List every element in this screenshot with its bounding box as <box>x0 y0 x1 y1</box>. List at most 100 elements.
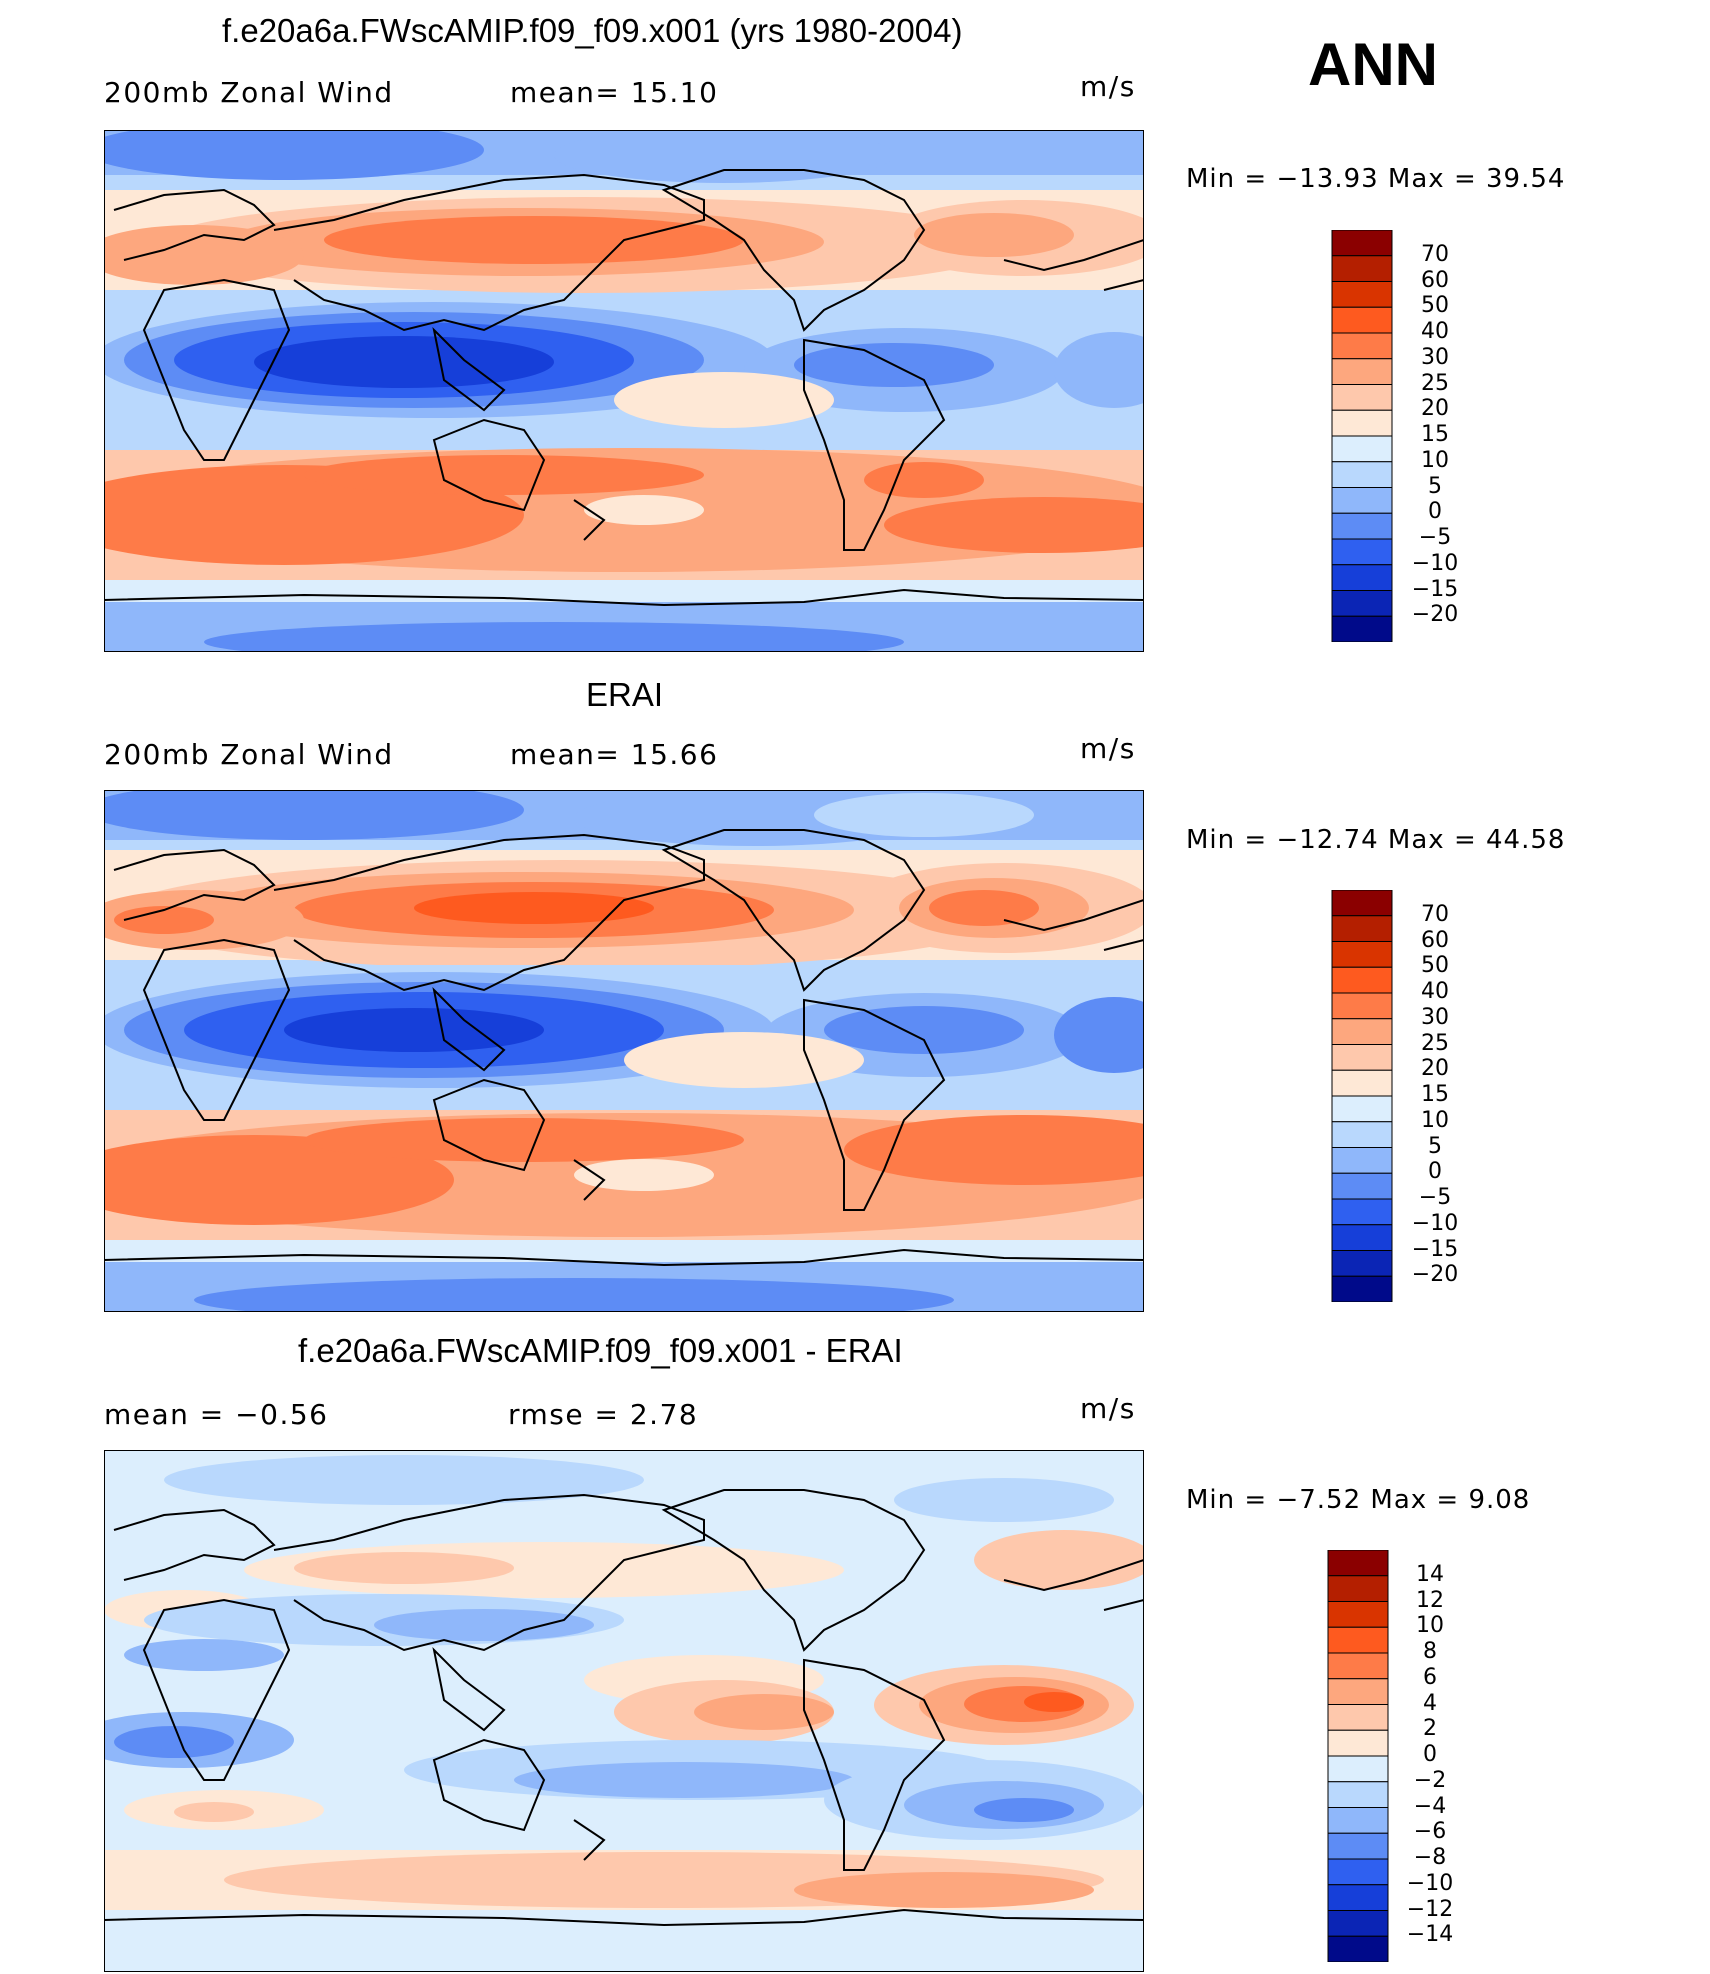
panel1-map <box>104 130 1144 652</box>
colorbar-swatch <box>1331 615 1393 642</box>
colorbar-tick-label: −5 <box>1418 1185 1452 1210</box>
panel3-colorbar <box>1327 1550 1389 1962</box>
colorbar-swatch <box>1331 281 1393 308</box>
colorbar-tick-label: 5 <box>1428 1133 1442 1159</box>
colorbar-tick-label: 8 <box>1423 1639 1437 1664</box>
colorbar-swatch <box>1327 1935 1389 1962</box>
colorbar-swatch <box>1331 435 1393 463</box>
colorbar-tick-label: 70 <box>1421 241 1449 267</box>
colorbar-swatch <box>1331 384 1393 411</box>
colorbar-tick-label: −10 <box>1411 1210 1459 1236</box>
panel3-units-label: m/s <box>1080 1392 1136 1425</box>
colorbar-tick-label: −6 <box>1413 1819 1447 1845</box>
colorbar-swatch <box>1327 1601 1389 1628</box>
colorbar-tick-label: 0 <box>1423 1742 1437 1767</box>
colorbar-swatch <box>1331 590 1393 617</box>
colorbar-swatch <box>1331 487 1393 514</box>
colorbar-swatch <box>1331 564 1393 591</box>
colorbar-tick-label: 20 <box>1421 1056 1449 1082</box>
colorbar-swatch <box>1327 1575 1389 1602</box>
colorbar-swatch <box>1327 1910 1389 1937</box>
panel1-title: f.e20a6a.FWscAMIP.f09_f09.x001 (yrs 1980… <box>222 12 963 49</box>
colorbar-tick-label: 60 <box>1421 927 1449 953</box>
colorbar-tick-label: 60 <box>1421 267 1449 293</box>
colorbar-swatch <box>1327 1781 1389 1808</box>
panel1-colorbar <box>1331 230 1393 642</box>
panel2-map <box>104 790 1144 1312</box>
colorbar-tick-label: 40 <box>1421 319 1449 344</box>
colorbar-swatch <box>1331 1121 1393 1148</box>
colorbar-tick-label: 25 <box>1421 370 1449 396</box>
colorbar-tick-label: 5 <box>1428 473 1442 499</box>
panel2-units-label: m/s <box>1080 732 1136 765</box>
colorbar-tick-label: 20 <box>1421 396 1449 422</box>
colorbar-tick-label: −20 <box>1411 1262 1459 1288</box>
colorbar-swatch <box>1327 1858 1389 1886</box>
panel2-title: ERAI <box>586 676 664 713</box>
colorbar-swatch <box>1331 915 1393 942</box>
colorbar-swatch <box>1327 1704 1389 1731</box>
colorbar-tick-label: 25 <box>1421 1030 1449 1056</box>
colorbar-tick-label: 14 <box>1416 1561 1444 1587</box>
panel1-minmax-label: Min = −13.93 Max = 39.54 <box>1186 164 1566 194</box>
colorbar-tick-label: 0 <box>1428 1159 1442 1185</box>
panel1-variable-label: 200mb Zonal Wind <box>104 76 394 109</box>
colorbar-swatch <box>1327 1832 1389 1860</box>
colorbar-swatch <box>1327 1550 1389 1577</box>
panel3-map <box>104 1450 1144 1972</box>
colorbar-swatch <box>1331 306 1393 334</box>
colorbar-swatch <box>1331 461 1393 488</box>
colorbar-swatch <box>1331 1095 1393 1123</box>
colorbar-tick-label: −4 <box>1413 1793 1447 1819</box>
panel3-rmse-label: rmse = 2.78 <box>508 1398 699 1431</box>
colorbar-tick-label: 50 <box>1421 953 1449 979</box>
colorbar-swatch <box>1331 538 1393 566</box>
colorbar-tick-label: 40 <box>1421 979 1449 1004</box>
panel2-mean-label: mean= 15.66 <box>510 738 719 771</box>
colorbar-tick-label: −10 <box>1406 1870 1454 1896</box>
panel3-title: f.e20a6a.FWscAMIP.f09_f09.x001 - ERAI <box>298 1332 903 1369</box>
panel1-mean-label: mean= 15.10 <box>510 76 719 109</box>
panel2-colorbar <box>1331 890 1393 1302</box>
colorbar-swatch <box>1331 1250 1393 1277</box>
colorbar-tick-label: 4 <box>1423 1690 1437 1716</box>
colorbar-tick-label: 10 <box>1416 1613 1444 1639</box>
colorbar-swatch <box>1331 890 1393 917</box>
colorbar-swatch <box>1331 1172 1393 1200</box>
colorbar-swatch <box>1331 966 1393 994</box>
colorbar-swatch <box>1331 1198 1393 1226</box>
panel3-minmax-label: Min = −7.52 Max = 9.08 <box>1186 1485 1531 1515</box>
panel2-variable-label: 200mb Zonal Wind <box>104 738 394 771</box>
colorbar-tick-label: 15 <box>1421 1082 1449 1107</box>
colorbar-swatch <box>1331 512 1393 540</box>
colorbar-tick-label: −15 <box>1411 576 1459 602</box>
colorbar-tick-label: 12 <box>1416 1587 1444 1613</box>
colorbar-swatch <box>1331 230 1393 257</box>
colorbar-tick-label: 30 <box>1421 1004 1449 1030</box>
colorbar-swatch <box>1327 1755 1389 1783</box>
panel3-mean-label: mean = −0.56 <box>104 1398 329 1431</box>
colorbar-tick-label: 10 <box>1421 1107 1449 1133</box>
colorbar-tick-label: 2 <box>1423 1716 1437 1742</box>
colorbar-tick-label: −8 <box>1413 1845 1447 1870</box>
colorbar-swatch <box>1327 1626 1389 1654</box>
colorbar-tick-label: −15 <box>1411 1236 1459 1262</box>
colorbar-tick-label: −2 <box>1413 1767 1447 1793</box>
colorbar-swatch <box>1327 1807 1389 1834</box>
colorbar-tick-label: 0 <box>1428 499 1442 525</box>
panel1-units-label: m/s <box>1080 70 1136 103</box>
colorbar-tick-label: −20 <box>1411 602 1459 628</box>
panel2-minmax-label: Min = −12.74 Max = 44.58 <box>1186 825 1566 855</box>
colorbar-swatch <box>1327 1678 1389 1705</box>
colorbar-swatch <box>1331 358 1393 385</box>
colorbar-swatch <box>1327 1729 1389 1757</box>
colorbar-swatch <box>1331 941 1393 968</box>
colorbar-tick-label: 70 <box>1421 901 1449 927</box>
colorbar-swatch <box>1327 1652 1389 1680</box>
colorbar-swatch <box>1331 255 1393 282</box>
colorbar-tick-label: 10 <box>1421 447 1449 473</box>
colorbar-tick-label: 15 <box>1421 422 1449 447</box>
colorbar-swatch <box>1331 1018 1393 1045</box>
colorbar-swatch <box>1331 1044 1393 1071</box>
colorbar-swatch <box>1331 409 1393 437</box>
